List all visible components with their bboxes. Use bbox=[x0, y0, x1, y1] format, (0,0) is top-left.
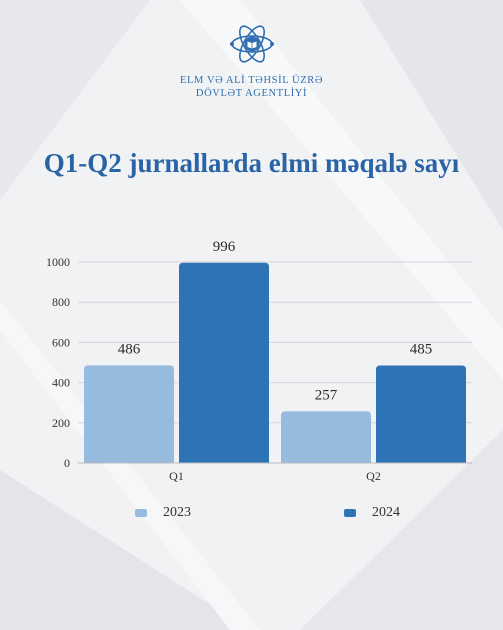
y-tick-label: 0 bbox=[64, 456, 70, 470]
legend-item-2023: 2023 bbox=[135, 505, 191, 521]
legend-swatch-2024 bbox=[344, 509, 356, 517]
org-name-line-1: ELM VƏ ALİ TƏHSİL ÜZRƏ bbox=[179, 75, 324, 86]
data-label: 257 bbox=[315, 387, 338, 403]
legend-label-2024: 2024 bbox=[372, 505, 400, 520]
legend-swatch-2023 bbox=[135, 509, 147, 517]
data-label: 996 bbox=[213, 239, 236, 255]
bar bbox=[179, 262, 269, 463]
data-label: 485 bbox=[410, 342, 433, 358]
org-name-line-2: DÖVLƏT AGENTLİYİ bbox=[195, 88, 308, 99]
legend-item-2024: 2024 bbox=[344, 505, 400, 521]
y-tick-label: 600 bbox=[52, 335, 70, 349]
data-label: 486 bbox=[118, 341, 141, 357]
chart-title: Q1-Q2 jurnallarda elmi məqalə sayı bbox=[43, 148, 460, 178]
x-tick-label: Q2 bbox=[366, 469, 381, 483]
bar bbox=[84, 365, 174, 463]
atom-book-icon bbox=[229, 25, 274, 63]
x-tick-label: Q1 bbox=[169, 469, 184, 483]
y-tick-label: 800 bbox=[52, 295, 70, 309]
y-tick-label: 400 bbox=[52, 376, 70, 390]
y-tick-label: 1000 bbox=[46, 255, 70, 269]
logo-block: ELM VƏ ALİ TƏHSİL ÜZRƏ DÖVLƏT AGENTLİYİ bbox=[0, 22, 503, 100]
bar bbox=[281, 411, 371, 463]
legend-label-2023: 2023 bbox=[163, 505, 191, 520]
y-tick-label: 200 bbox=[52, 416, 70, 430]
bar bbox=[376, 365, 466, 463]
